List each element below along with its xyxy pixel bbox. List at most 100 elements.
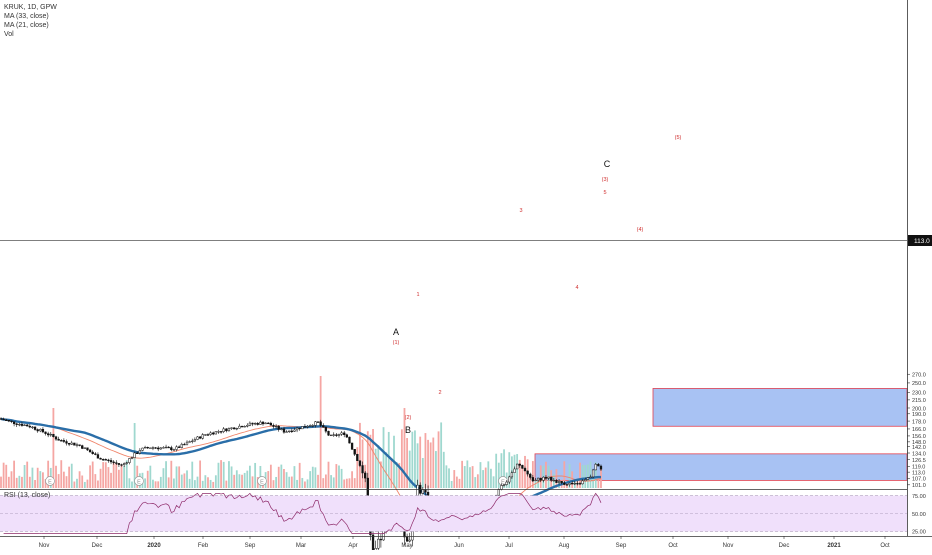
wave-label-w5: 5 — [603, 190, 606, 196]
time-tick-label: Jul — [505, 543, 513, 549]
legend-ma21: MA (21, close) — [4, 22, 49, 29]
volume-bar — [28, 476, 31, 488]
price-tick-label: 156.0 — [912, 434, 926, 440]
candle-body — [560, 481, 563, 484]
candle-body — [240, 425, 244, 428]
candle-body — [521, 465, 524, 469]
candle-body — [251, 422, 254, 425]
volume-bar — [97, 480, 99, 488]
volume-bar — [165, 461, 167, 488]
candle-body — [340, 432, 343, 435]
volume-bar — [81, 475, 84, 488]
volume-bar — [298, 462, 301, 488]
volume-bar — [343, 479, 346, 488]
earnings-label: E — [137, 479, 141, 485]
price-tick-label: 134.0 — [912, 451, 926, 457]
candle-body — [332, 434, 335, 436]
candle-body — [204, 434, 207, 436]
candle-body — [83, 447, 86, 449]
candle-body — [288, 430, 291, 432]
price-tick-label: 142.0 — [912, 445, 926, 451]
price-tick-label: 178.0 — [912, 419, 926, 425]
candle-body — [10, 420, 13, 422]
volume-bar — [534, 481, 537, 488]
volume-bar — [89, 465, 91, 488]
volume-bar — [118, 469, 120, 488]
candle-body — [65, 441, 68, 444]
volume-bar — [290, 476, 293, 488]
volume-bar — [152, 479, 154, 488]
volume-bar — [408, 450, 411, 488]
candle-body — [309, 425, 312, 427]
candle-body — [39, 428, 42, 432]
candle-body — [191, 440, 194, 443]
earnings-label: E — [260, 479, 264, 485]
volume-bar — [455, 476, 458, 488]
volume-bar — [283, 469, 285, 488]
volume-bar — [414, 430, 416, 488]
candle-body — [2, 418, 5, 421]
volume-bar — [44, 479, 47, 488]
volume-bar — [330, 475, 333, 488]
candle-body — [505, 481, 508, 485]
candle-body — [306, 426, 309, 428]
price-tick-label: 215.0 — [912, 398, 926, 404]
candle-body — [86, 447, 89, 451]
candle-body — [261, 421, 265, 425]
volume-bar — [317, 474, 319, 488]
candle-body — [47, 433, 50, 436]
time-tick-label: Sep — [616, 543, 627, 549]
candle-body — [138, 450, 142, 454]
candle-body — [523, 468, 527, 472]
candle-body — [143, 446, 147, 449]
volume-bar — [545, 461, 547, 488]
candle-body — [41, 428, 45, 433]
candle-body — [230, 427, 233, 429]
candle-body — [253, 423, 257, 425]
candle-body — [542, 476, 545, 481]
candle-body — [12, 421, 16, 425]
candle-body — [578, 483, 582, 485]
volume-bar — [21, 476, 23, 488]
volume-bar — [537, 479, 539, 488]
earnings-label: E — [48, 479, 52, 485]
volume-bar — [225, 480, 228, 488]
volume-bar — [345, 478, 348, 488]
time-tick-label: Mar — [296, 543, 306, 549]
volume-bar — [524, 455, 526, 488]
volume-bar — [356, 447, 359, 488]
rsi-axis: 75.00 50.00 25.00 — [912, 494, 926, 536]
candle-body — [329, 434, 333, 437]
time-tick-label: Dec — [92, 543, 103, 549]
candle-body — [60, 440, 63, 442]
candle-body — [170, 447, 173, 451]
candle-body — [15, 423, 18, 425]
time-tick-label: Oct — [668, 543, 678, 549]
volume-bar — [78, 471, 81, 488]
volume-bar — [62, 471, 65, 488]
candle-body — [31, 426, 34, 429]
candle-body — [272, 425, 275, 427]
volume-bar — [586, 464, 589, 488]
candle-body — [547, 476, 550, 479]
price-tick-label: 270.0 — [912, 373, 926, 379]
rsi-tick-label: 75.00 — [912, 494, 926, 500]
time-tick-label: Sep — [245, 543, 256, 549]
volume-bar — [65, 476, 68, 488]
candle-body — [219, 431, 223, 433]
candle-body — [222, 428, 225, 432]
candle-body — [185, 441, 189, 445]
price-tick-label: 166.0 — [912, 427, 926, 433]
wave-annotations: A B C (1) (2) (3) (4) (5) 1 2 3 4 5 — [393, 135, 682, 435]
candle-body — [54, 436, 58, 440]
candle-body — [267, 422, 270, 425]
candle-body — [335, 434, 338, 436]
volume-bar — [86, 479, 89, 488]
candle-body — [581, 480, 584, 485]
volume-bar — [104, 462, 107, 488]
volume-bar — [144, 478, 146, 488]
candle-body — [128, 458, 131, 463]
volume-bar — [175, 466, 178, 488]
